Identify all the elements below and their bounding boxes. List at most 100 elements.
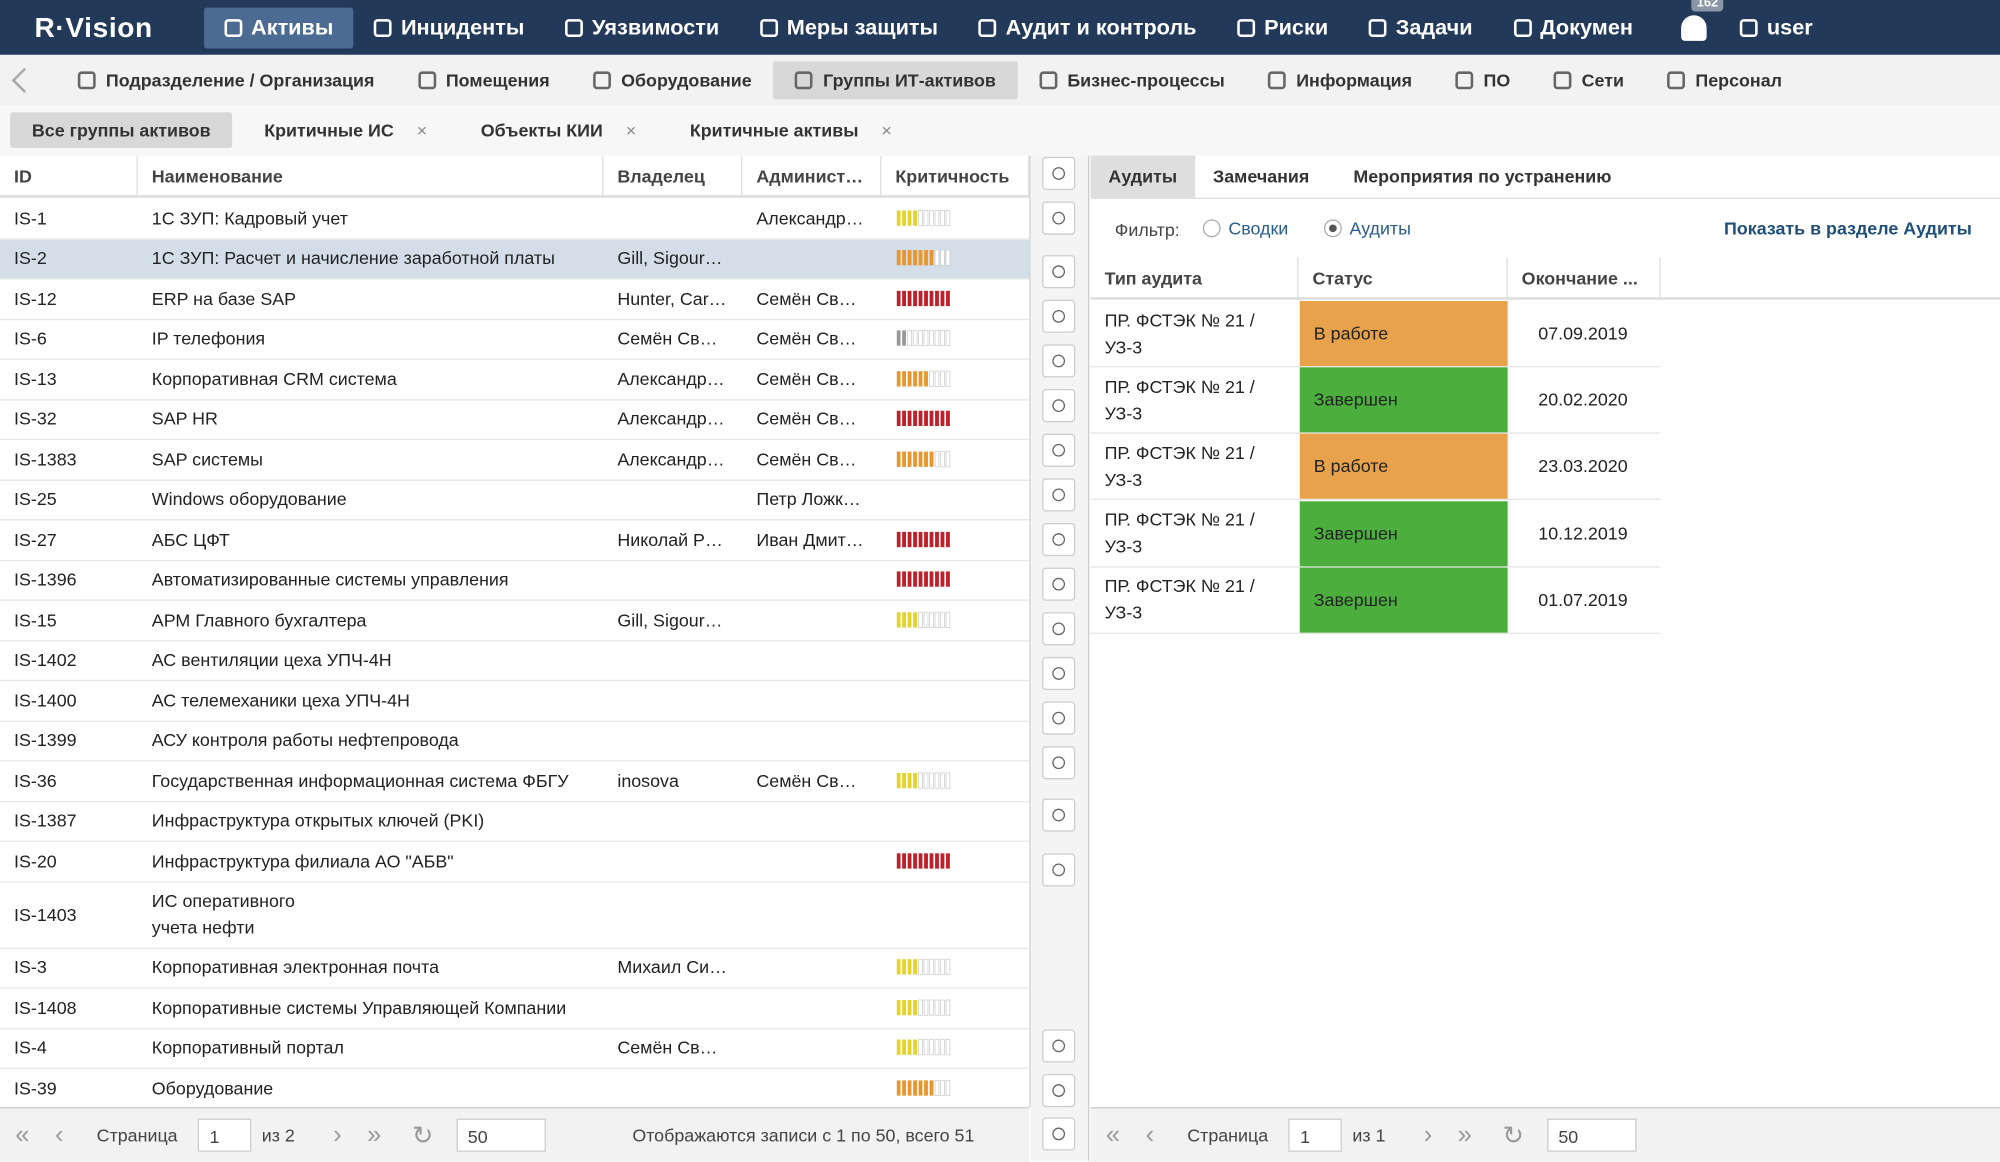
toolbar-button[interactable]	[1042, 344, 1076, 378]
column-header[interactable]: Тип аудита	[1090, 257, 1299, 300]
nav-item[interactable]: Докумен	[1493, 7, 1653, 48]
grid-row[interactable]: IS-25 Windows оборудование Петр Ложк…	[0, 480, 1030, 521]
column-header[interactable]: Наименование	[137, 155, 604, 198]
toolbar-button[interactable]	[1042, 798, 1076, 832]
nav-item[interactable]: Риски	[1217, 7, 1349, 48]
tab-close[interactable]: ×	[625, 119, 637, 141]
toolbar-button[interactable]	[1042, 433, 1076, 467]
filter-option[interactable]: Сводки	[1202, 218, 1288, 239]
audit-row[interactable]: ПР. ФСТЭК № 21 / УЗ-3 В работе 23.03.2020	[1090, 434, 1661, 501]
pager-refresh[interactable]: ↻	[411, 1121, 434, 1150]
asset-tab[interactable]: Объекты КИИ ×	[459, 112, 658, 148]
pager-first[interactable]: «	[15, 1120, 30, 1149]
pager-refresh[interactable]: ↻	[1502, 1121, 1524, 1150]
asset-tab[interactable]: Критичные активы ×	[668, 112, 913, 148]
pager-page-input[interactable]: 1	[1288, 1118, 1343, 1152]
grid-row[interactable]: IS-6 IP телефония Семён Св… Семён Св…	[0, 320, 1030, 360]
sub-nav-item[interactable]: Подразделение / Организация	[56, 61, 396, 99]
pager-prev[interactable]: ‹	[55, 1120, 64, 1149]
grid-row[interactable]: IS-3 Корпоративная электронная почта Михаи…	[0, 948, 1030, 989]
asset-tab[interactable]: Все группы активов	[10, 112, 233, 148]
column-header[interactable]: Критичность	[881, 155, 1030, 198]
grid-row[interactable]: IS-1399 АСУ контроля работы нефтепровода	[0, 721, 1030, 762]
nav-item[interactable]: Инциденты	[354, 7, 545, 48]
toolbar-button[interactable]	[1042, 201, 1076, 235]
toolbar-button[interactable]	[1042, 701, 1076, 735]
toolbar-button[interactable]	[1042, 656, 1076, 691]
grid-row[interactable]: IS-1408 Корпоративные системы Управляющей…	[0, 989, 1030, 1029]
grid-row[interactable]: IS-27 АБС ЦФТ Николай Р… Иван Дмит…	[0, 520, 1030, 561]
notifications[interactable]: 162	[1681, 0, 1724, 41]
grid-row[interactable]: IS-1403 ИС оперативного учета нефти	[0, 882, 1030, 949]
panel-tab[interactable]: Аудиты	[1090, 155, 1195, 198]
show-in-audits-link[interactable]: Показать в разделе Аудиты	[1724, 218, 1972, 239]
toolbar-button[interactable]	[1042, 746, 1076, 780]
nav-item[interactable]: Активы	[203, 7, 354, 48]
nav-item[interactable]: Уязвимости	[545, 7, 740, 48]
audit-row[interactable]: ПР. ФСТЭК № 21 / УЗ-3 Завершен 01.07.2019	[1090, 567, 1661, 634]
pager-next[interactable]: ›	[333, 1120, 342, 1149]
audit-row[interactable]: ПР. ФСТЭК № 21 / УЗ-3 Завершен 10.12.2019	[1090, 500, 1661, 568]
toolbar-button[interactable]	[1042, 389, 1076, 423]
grid-row[interactable]: IS-39 Оборудование	[0, 1069, 1029, 1107]
column-header[interactable]: ID	[0, 155, 138, 198]
toolbar-button[interactable]	[1042, 567, 1076, 601]
toolbar-button[interactable]	[1042, 156, 1076, 191]
toolbar-button[interactable]	[1042, 299, 1076, 333]
panel-tab[interactable]: Замечания	[1213, 165, 1310, 187]
sub-nav-item[interactable]: Помещения	[396, 61, 571, 99]
toolbar-button[interactable]	[1042, 1073, 1076, 1108]
grid-row[interactable]: IS-1383 SAP системы Александр… Семён Св…	[0, 440, 1030, 481]
pager-size[interactable]: 50	[1546, 1118, 1637, 1152]
grid-row[interactable]: IS-20 Инфраструктура филиала АО "АБВ"	[0, 842, 1030, 883]
column-header[interactable]: Окончание ...	[1507, 257, 1661, 300]
toolbar-button[interactable]	[1042, 1029, 1076, 1063]
pager-prev[interactable]: ‹	[1145, 1120, 1155, 1149]
tab-close[interactable]: ×	[881, 119, 892, 141]
grid-row[interactable]: IS-1 1С ЗУП: Кадровый учет Александр…	[0, 199, 1030, 240]
toolbar-button[interactable]	[1042, 478, 1076, 512]
nav-item[interactable]: Аудит и контроль	[958, 7, 1216, 48]
user-menu[interactable]: user	[1720, 7, 1833, 48]
sub-nav-item[interactable]: Группы ИТ-активов	[773, 60, 1018, 99]
grid-row[interactable]: IS-32 SAP HR Александр… Семён Св…	[0, 400, 1030, 441]
grid-row[interactable]: IS-13 Корпоративная CRM система Александр……	[0, 360, 1030, 400]
grid-row[interactable]: IS-2 1С ЗУП: Расчет и начисление заработн…	[0, 239, 1030, 280]
panel-tab[interactable]: Мероприятия по устранению	[1353, 165, 1612, 187]
tab-close[interactable]: ×	[416, 119, 428, 141]
pager-size[interactable]: 50	[456, 1118, 546, 1152]
pager-last[interactable]: »	[1457, 1120, 1472, 1149]
toolbar-button[interactable]	[1042, 1117, 1076, 1151]
toolbar-button[interactable]	[1042, 612, 1076, 646]
pager-first[interactable]: «	[1105, 1120, 1121, 1149]
toolbar-button[interactable]	[1042, 255, 1076, 289]
nav-item[interactable]: Задачи	[1349, 7, 1493, 48]
nav-item[interactable]: Меры защиты	[740, 7, 959, 48]
pager-next[interactable]: ›	[1423, 1120, 1433, 1149]
pager-last[interactable]: »	[367, 1120, 382, 1149]
sub-nav-item[interactable]: Информация	[1246, 61, 1433, 99]
audit-row[interactable]: ПР. ФСТЭК № 21 / УЗ-3 Завершен 20.02.2020	[1090, 367, 1661, 434]
toolbar-button[interactable]	[1042, 853, 1076, 887]
column-header[interactable]: Статус	[1298, 257, 1508, 300]
column-header[interactable]: Админист…	[742, 155, 882, 198]
audit-row[interactable]: ПР. ФСТЭК № 21 / УЗ-3 В работе 07.09.2019	[1090, 301, 1661, 368]
toolbar-button[interactable]	[1042, 522, 1076, 557]
grid-row[interactable]: IS-1387 Инфраструктура открытых ключей (P…	[0, 802, 1030, 842]
grid-row[interactable]: IS-1400 АС телемеханики цеха УПЧ-4Н	[0, 681, 1030, 722]
column-header[interactable]: Владелец	[603, 155, 743, 198]
sub-nav-item[interactable]: Сети	[1532, 61, 1646, 99]
grid-row[interactable]: IS-4 Корпоративный портал Семён Св…	[0, 1029, 1030, 1069]
grid-row[interactable]: IS-12 ERP на базе SAP Hunter, Car… Семён Св…	[0, 279, 1030, 320]
sub-nav-item[interactable]: Бизнес-процессы	[1018, 61, 1247, 99]
grid-row[interactable]: IS-1402 АС вентиляции цеха УПЧ-4Н	[0, 641, 1030, 682]
grid-row[interactable]: IS-36 Государственная информационная сист…	[0, 761, 1030, 802]
grid-row[interactable]: IS-15 АРМ Главного бухгалтера Gill, Sigour…	[0, 601, 1030, 641]
pager-page-input[interactable]: 1	[198, 1118, 252, 1152]
asset-tab[interactable]: Критичные ИС ×	[243, 112, 449, 148]
sub-nav-item[interactable]: Оборудование	[571, 61, 773, 99]
filter-option[interactable]: Аудиты	[1323, 218, 1411, 239]
grid-row[interactable]: IS-1396 Автоматизированные системы управл…	[0, 561, 1030, 601]
sub-nav-item[interactable]: ПО	[1434, 61, 1532, 99]
sub-arrow[interactable]	[11, 67, 37, 93]
